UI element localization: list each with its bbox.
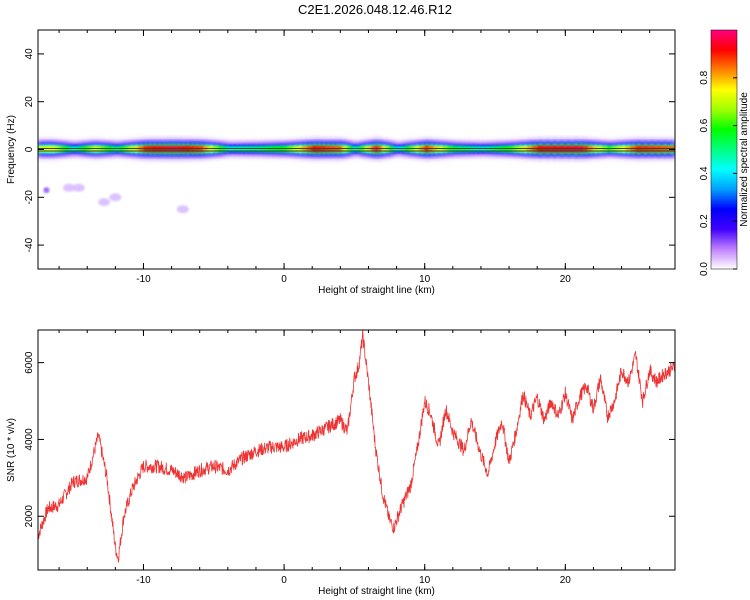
x-tick-label: 0: [281, 575, 287, 586]
x-tick-label: 10: [419, 575, 431, 586]
colorbar-tick-label: 0.0: [699, 262, 710, 276]
patch: [98, 198, 111, 207]
snr-area: [38, 330, 675, 563]
y-tick-label: -20: [24, 190, 35, 205]
patch: [176, 205, 189, 214]
x-axis-label: Height of straight line (km): [318, 285, 435, 296]
y-tick-label: -40: [24, 237, 35, 252]
y-axis-label: SNR (10 * v/v): [6, 418, 17, 482]
y-tick-label: 4000: [24, 428, 35, 451]
spectrogram-frame: [37, 29, 676, 270]
colorbar: 0.0 0.2 0.4 0.6 0.8 Normalized spectral ampli…: [699, 29, 750, 276]
colorbar-tick-label: 0.6: [699, 118, 710, 132]
x-tick-label: 10: [419, 274, 431, 285]
figure-title: C2E1.2026.048.12.46.R12: [298, 2, 452, 17]
patch: [72, 183, 85, 192]
x-tick-label: 0: [281, 274, 287, 285]
patch: [43, 187, 50, 194]
y-tick-label: 0: [24, 146, 35, 152]
y-axis-label: Frequency (Hz): [6, 115, 17, 184]
snr-panel: -10 0 10 20 2000 4000 6000 Height of straight l…: [6, 329, 676, 597]
snr-frame: [37, 329, 676, 571]
y-tick-label: 2000: [24, 505, 35, 528]
snr-series-line: [38, 330, 675, 563]
spectrogram-area: [38, 137, 675, 214]
y-tick-label: 6000: [24, 351, 35, 374]
x-tick-label: -10: [136, 575, 151, 586]
colorbar-tick-label: 0.4: [699, 166, 710, 180]
colorbar-tick-label: 0.2: [699, 214, 710, 228]
spectrogram-panel: -10 0 10 20 -40 -20 0 20 40 Height of straight li…: [6, 29, 676, 296]
x-tick-label: 20: [560, 575, 572, 586]
y-tick-label: 20: [24, 96, 35, 108]
colorbar-tick-label: 0.8: [699, 70, 710, 84]
patch: [62, 183, 75, 192]
x-tick-label: -10: [136, 274, 151, 285]
patch: [109, 193, 122, 202]
x-tick-label: 20: [560, 274, 572, 285]
colorbar-ramp: [710, 29, 738, 270]
y-tick-label: 40: [24, 48, 35, 60]
x-axis-label: Height of straight line (km): [318, 586, 435, 597]
colorbar-label: Normalized spectral amplitude: [739, 92, 750, 227]
